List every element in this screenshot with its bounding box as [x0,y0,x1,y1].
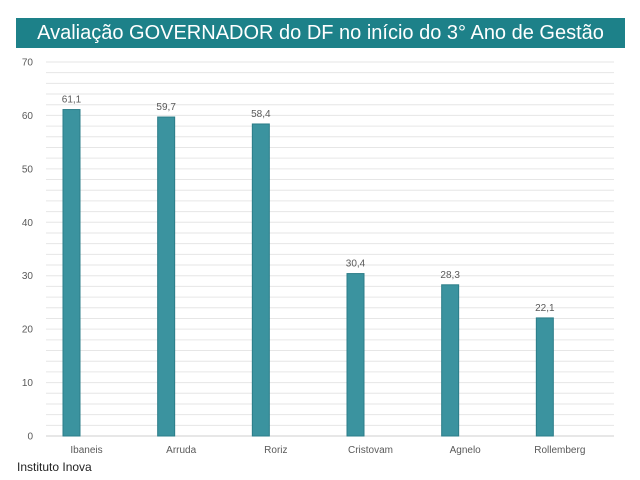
x-category-label: Arruda [166,445,196,456]
x-category-label: Rollemberg [534,445,585,456]
bar-roriz [251,123,270,437]
data-label: 61,1 [62,95,82,106]
y-tick-label: 20 [22,325,34,336]
y-tick-label: 10 [22,378,34,389]
bar-chart: 0 10 20 30 40 50 60 70 61,1 59,7 58,4 30,4 28,3 22,1… [22,58,614,456]
data-label: 30,4 [346,259,366,270]
x-category-label: Cristovam [348,445,393,456]
source-label: Instituto Inova [17,460,92,474]
y-tick-label: 70 [22,58,34,69]
x-category-label: Agnelo [450,445,482,456]
y-tick-label: 50 [22,164,34,175]
y-axis-ticks: 0 10 20 30 40 50 60 70 [22,58,34,443]
x-category-label: Ibaneis [70,445,102,456]
chart-title: Avaliação GOVERNADOR do DF no início do … [16,18,625,48]
chart-area: 0 10 20 30 40 50 60 70 61,1 59,7 58,4 30,4 28,3 22,1… [0,52,640,462]
y-tick-label: 40 [22,218,34,229]
gridlines [46,61,614,426]
y-tick-label: 60 [22,111,34,122]
bar-ibaneis [62,109,81,437]
y-tick-label: 0 [27,432,33,443]
bar-cristovam [346,273,365,437]
bar-rollemberg [535,317,554,437]
data-label: 59,7 [156,102,176,113]
data-label: 58,4 [251,109,271,120]
bars [62,109,554,437]
x-category-label: Roriz [264,445,287,456]
y-tick-label: 30 [22,271,34,282]
data-label: 22,1 [535,303,555,314]
data-labels: 61,1 59,7 58,4 30,4 28,3 22,1 [62,95,555,314]
bar-agnelo [441,284,460,437]
data-label: 28,3 [440,270,460,281]
bar-arruda [157,116,176,437]
x-axis-categories: Ibaneis Arruda Roriz Cristovam Agnelo Rollemb… [70,445,585,456]
